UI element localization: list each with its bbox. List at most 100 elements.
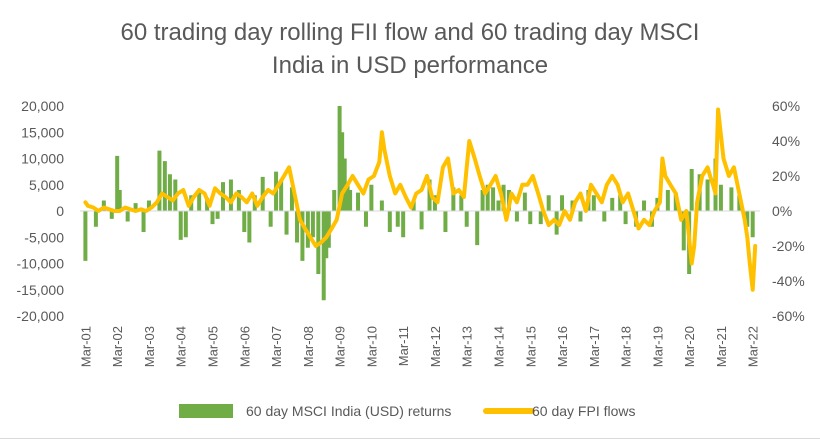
bar-msci-return xyxy=(326,211,331,248)
right-y-axis: 60% 40% 20% 0% -20% -40% -60% xyxy=(772,98,805,324)
bar-msci-return xyxy=(300,211,305,261)
x-tick-label: Mar-06 xyxy=(237,326,252,367)
bar-msci-return xyxy=(496,200,501,211)
x-tick-label: Mar-20 xyxy=(682,326,697,367)
bar-msci-return xyxy=(228,179,233,211)
bar-msci-return xyxy=(310,211,315,238)
bar-msci-return xyxy=(750,211,755,238)
bar-msci-return xyxy=(681,211,686,251)
bar-msci-return xyxy=(342,158,347,211)
x-tick-label: Mar-01 xyxy=(78,326,93,367)
bar-msci-return xyxy=(514,211,519,222)
bar-series-msci xyxy=(83,106,755,301)
legend-label-msci: 60 day MSCI India (USD) returns xyxy=(246,403,451,419)
bar-msci-return xyxy=(125,211,130,222)
bar-msci-return xyxy=(528,211,533,225)
bar-msci-return xyxy=(369,184,374,211)
left-tick-label: 10,000 xyxy=(21,151,64,167)
bar-msci-return xyxy=(705,179,710,211)
right-tick-label: -60% xyxy=(772,308,805,324)
right-tick-label: -20% xyxy=(772,238,805,254)
bar-msci-return xyxy=(459,195,464,211)
legend-swatch-msci xyxy=(179,404,233,418)
bar-msci-return xyxy=(745,211,750,227)
bar-msci-return xyxy=(210,211,215,225)
x-tick-label: Mar-17 xyxy=(587,326,602,367)
bar-msci-return xyxy=(485,184,490,211)
left-y-axis: 20,000 15,000 10,000 5,000 0 -5,000 -10,000 -15… xyxy=(17,98,65,324)
bar-msci-return xyxy=(348,190,353,211)
bar-msci-return xyxy=(475,211,480,246)
right-tick-label: -40% xyxy=(772,273,805,289)
bar-msci-return xyxy=(578,211,583,222)
x-tick-label: Mar-02 xyxy=(110,326,125,367)
bar-msci-return xyxy=(83,211,88,261)
bar-msci-return xyxy=(345,184,350,211)
bar-msci-return xyxy=(340,132,345,211)
fpi-flow-line xyxy=(83,107,758,292)
bar-msci-return xyxy=(289,187,294,211)
bar-msci-return xyxy=(162,161,167,211)
bar-msci-return xyxy=(146,200,151,211)
bar-msci-return xyxy=(133,203,138,211)
bar-msci-return xyxy=(332,190,337,211)
x-tick-label: Mar-14 xyxy=(492,326,507,367)
x-tick-label: Mar-08 xyxy=(301,326,316,367)
bar-msci-return xyxy=(546,195,551,211)
bar-msci-return xyxy=(395,211,400,227)
bar-msci-return xyxy=(618,195,623,211)
bar-msci-return xyxy=(451,187,456,211)
left-tick-label: 20,000 xyxy=(21,98,64,114)
bar-msci-return xyxy=(623,211,628,225)
bar-msci-return xyxy=(642,200,647,211)
bar-msci-return xyxy=(93,211,98,227)
bar-msci-return xyxy=(167,174,172,211)
bar-msci-return xyxy=(321,211,326,301)
right-tick-label: 60% xyxy=(772,98,800,114)
bar-msci-return xyxy=(284,211,289,235)
x-tick-label: Mar-18 xyxy=(619,326,634,367)
left-tick-label: -15,000 xyxy=(17,282,65,298)
bar-msci-return xyxy=(464,211,469,227)
left-tick-label: 5,000 xyxy=(29,177,64,193)
bar-msci-return xyxy=(157,150,162,211)
right-tick-label: 0% xyxy=(772,203,792,219)
bar-msci-return xyxy=(117,190,122,211)
bar-msci-return xyxy=(427,179,432,211)
bar-msci-return xyxy=(610,197,615,211)
left-tick-label: 0 xyxy=(56,203,64,219)
bar-msci-return xyxy=(337,106,342,211)
bar-msci-return xyxy=(115,155,120,211)
right-tick-label: 40% xyxy=(772,133,800,149)
bar-msci-return xyxy=(215,211,220,219)
bar-msci-return xyxy=(268,211,273,227)
bottom-divider xyxy=(0,438,820,439)
bar-msci-return xyxy=(387,211,392,232)
x-axis: Mar-01 Mar-02 Mar-03 Mar-04 Mar-05 Mar-06 Mar-… xyxy=(78,326,760,367)
x-tick-label: Mar-07 xyxy=(269,326,284,367)
bar-msci-return xyxy=(183,211,188,238)
bar-msci-return xyxy=(689,169,694,211)
left-tick-label: -5,000 xyxy=(24,229,64,245)
bar-msci-return xyxy=(522,192,527,211)
bar-msci-return xyxy=(279,179,284,211)
bar-msci-return xyxy=(602,211,607,222)
bar-msci-return xyxy=(538,211,543,225)
bar-msci-return xyxy=(247,211,252,243)
legend-label-fpi: 60 day FPI flows xyxy=(532,403,636,419)
left-tick-label: -10,000 xyxy=(17,256,65,272)
line-series-fpi xyxy=(83,107,758,292)
bar-msci-return xyxy=(141,211,146,232)
bar-msci-return xyxy=(491,187,496,211)
left-tick-label: 15,000 xyxy=(21,124,64,140)
x-tick-label: Mar-22 xyxy=(746,326,761,367)
legend: 60 day MSCI India (USD) returns 60 day F… xyxy=(179,403,636,419)
x-tick-label: Mar-04 xyxy=(174,326,189,367)
bar-msci-return xyxy=(295,211,300,243)
bar-msci-return xyxy=(591,195,596,211)
right-tick-label: 20% xyxy=(772,168,800,184)
bar-msci-return xyxy=(363,211,368,227)
bar-msci-return xyxy=(480,190,485,211)
x-tick-label: Mar-19 xyxy=(650,326,665,367)
bar-msci-return xyxy=(242,211,247,232)
